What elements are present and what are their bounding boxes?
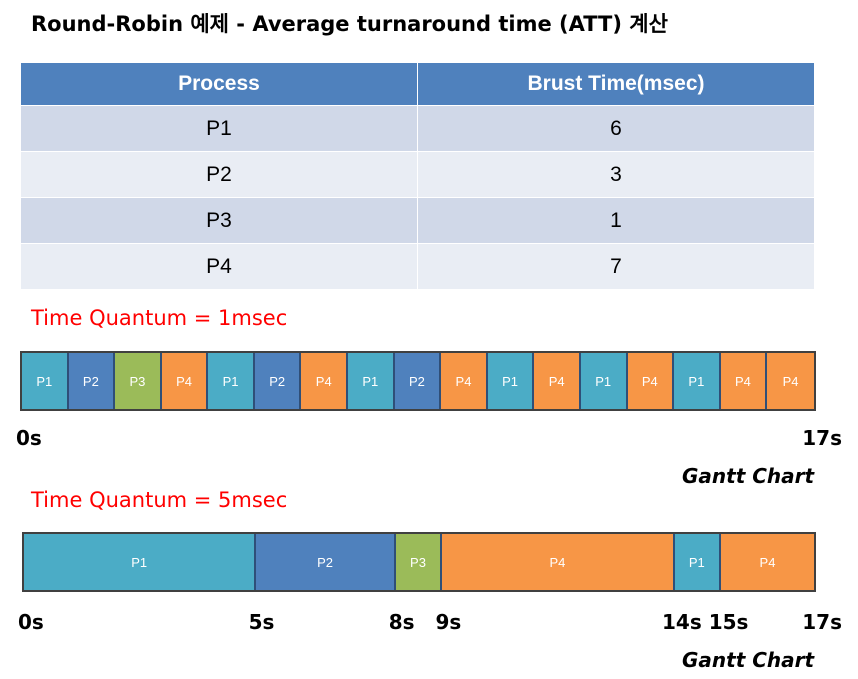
- table-row: P1 6: [21, 105, 814, 152]
- gantt-segment-p2: P2: [394, 353, 442, 409]
- column-header-process: Process: [21, 63, 418, 106]
- gantt-segment-p4: P4: [534, 353, 581, 409]
- burst-time-cell: 6: [417, 105, 814, 152]
- process-table: Process Brust Time(msec) P1 6 P2 3 P3 1 …: [21, 63, 814, 289]
- column-header-burst-time: Brust Time(msec): [417, 63, 814, 106]
- gantt-segment-p1: P1: [22, 353, 69, 409]
- gantt-segment-p4: P4: [767, 353, 814, 409]
- gantt-segment-p4: P4: [721, 534, 814, 590]
- gantt-segment-p4: P4: [442, 534, 675, 590]
- gantt-segment-p2: P2: [68, 353, 116, 409]
- gantt-segment-p3: P3: [395, 534, 443, 590]
- burst-time-cell: 1: [417, 197, 814, 244]
- gantt-tick-label: 17s: [802, 426, 842, 450]
- gantt-tick-label: 15s: [708, 610, 749, 634]
- table-row: P3 1: [21, 197, 814, 244]
- gantt-chart-2: P1 P2 P3 P4 P1 P4: [22, 532, 816, 592]
- gantt-segment-p2: P2: [256, 534, 396, 590]
- table-row: P2 3: [21, 151, 814, 198]
- gantt-segment-p4: P4: [441, 353, 488, 409]
- gantt-tick-label: 9s: [435, 610, 462, 634]
- page-title: Round-Robin 예제 - Average turnaround time…: [31, 12, 668, 36]
- gantt-caption-1: Gantt Chart: [682, 464, 815, 488]
- process-cell: P1: [21, 105, 418, 152]
- process-cell: P3: [21, 197, 418, 244]
- gantt-caption-2: Gantt Chart: [682, 648, 815, 672]
- gantt-segment-p4: P4: [301, 353, 349, 409]
- gantt-tick-label: 0s: [18, 610, 44, 634]
- gantt-segment-p4: P4: [161, 353, 209, 409]
- process-cell: P4: [21, 243, 418, 289]
- burst-time-cell: 7: [417, 243, 814, 289]
- gantt-segment-p1: P1: [487, 353, 535, 409]
- gantt-segment-p1: P1: [208, 353, 255, 409]
- gantt-segment-p1: P1: [674, 534, 722, 590]
- gantt-tick-label: 14s: [662, 610, 702, 634]
- table-header-row: Process Brust Time(msec): [21, 63, 814, 106]
- process-cell: P2: [21, 151, 418, 198]
- gantt-segment-p1: P1: [348, 353, 395, 409]
- gantt-chart-1: P1 P2 P3 P4 P1 P2 P4 P1 P2 P4 P1 P4 P1 P4 P1 P4 P4: [20, 351, 816, 411]
- quantum-label-1: Time Quantum = 1msec: [31, 306, 288, 330]
- burst-time-cell: 3: [417, 151, 814, 198]
- gantt-tick-label: 8s: [388, 610, 415, 634]
- quantum-label-2: Time Quantum = 5msec: [31, 488, 288, 512]
- gantt-tick-label: 0s: [16, 426, 42, 450]
- gantt-tick-label: 17s: [802, 610, 842, 634]
- gantt-segment-p4: P4: [720, 353, 768, 409]
- gantt-segment-p2: P2: [254, 353, 302, 409]
- table-row: P4 7: [21, 243, 814, 289]
- gantt-segment-p1: P1: [674, 353, 721, 409]
- gantt-segment-p1: P1: [580, 353, 628, 409]
- gantt-segment-p4: P4: [627, 353, 675, 409]
- gantt-segment-p3: P3: [115, 353, 162, 409]
- gantt-tick-label: 5s: [248, 610, 275, 634]
- gantt-segment-p1: P1: [24, 534, 257, 590]
